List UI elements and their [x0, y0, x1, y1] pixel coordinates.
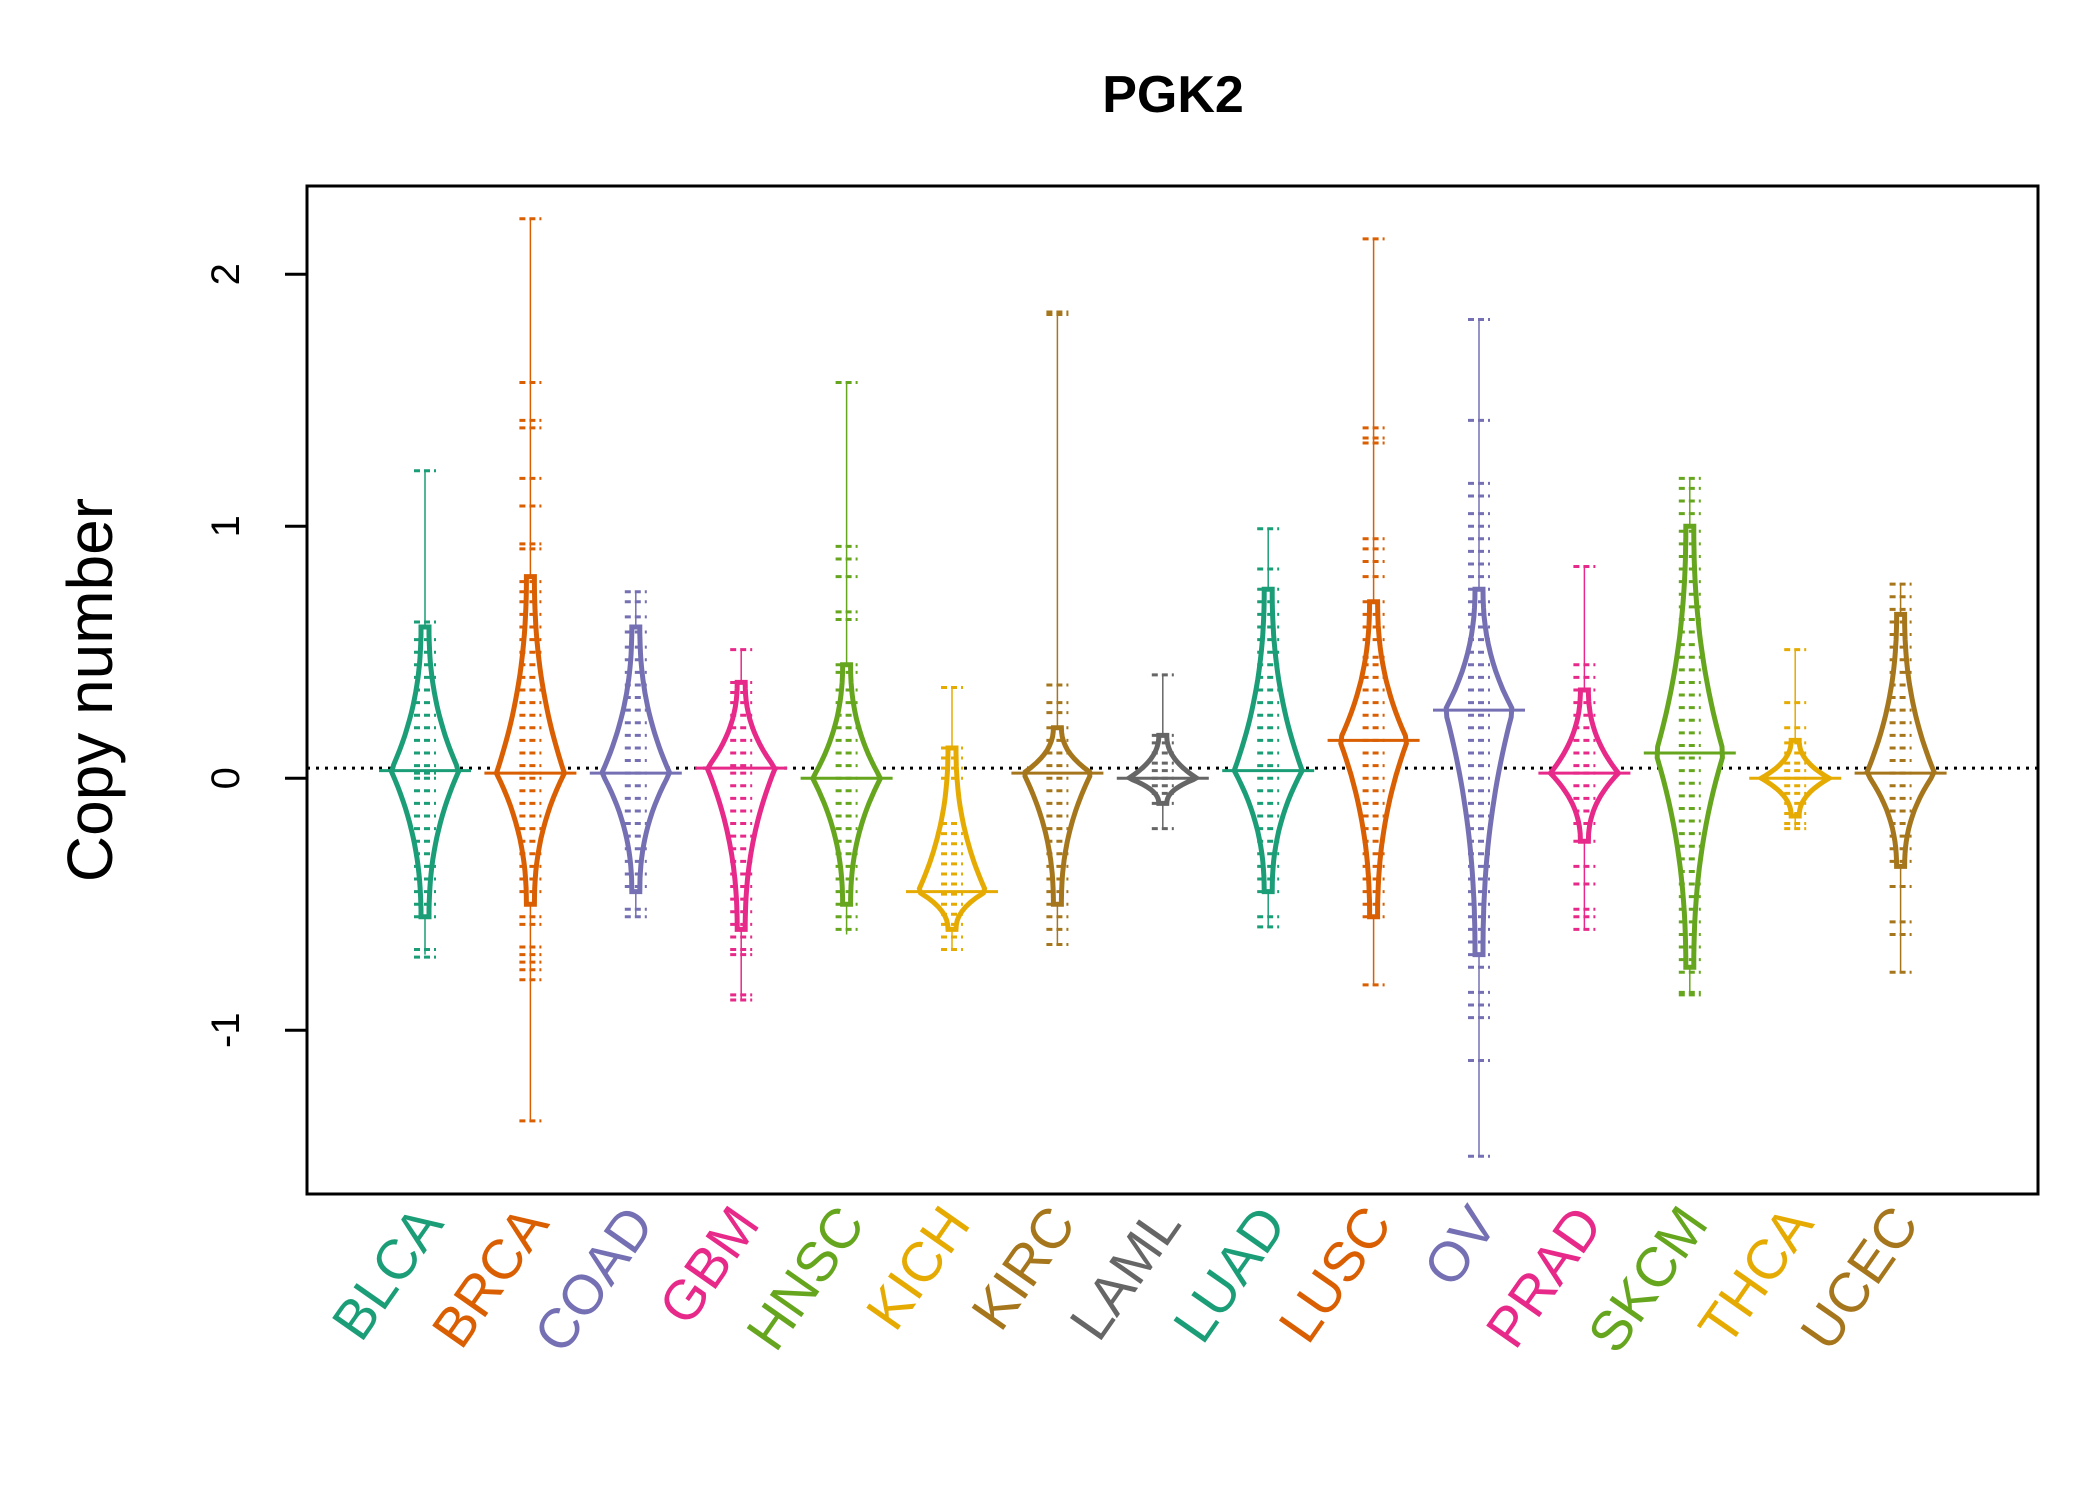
- bean-luad: [1222, 527, 1315, 929]
- bean-prad: [1538, 565, 1631, 931]
- bean-lusc: [1327, 237, 1420, 987]
- y-axis: -1 0 1 2: [204, 263, 307, 1048]
- x-tick-label-lusc: LUSC: [1266, 1195, 1403, 1354]
- bean-gbm: [695, 648, 788, 1002]
- bean-density: [704, 679, 778, 932]
- bean-density: [1443, 586, 1515, 958]
- x-tick-label-kich: KICH: [853, 1195, 981, 1341]
- chart-title: PGK2: [1102, 66, 1244, 124]
- bean-ov: [1433, 318, 1525, 1158]
- plot-frame: [305, 184, 2040, 1196]
- bean-density: [916, 745, 988, 932]
- bean-density: [1864, 611, 1937, 869]
- bean-hnsc: [800, 381, 893, 935]
- beans-layer: [379, 217, 1947, 1158]
- x-tick-label-hnsc: HNSC: [734, 1195, 877, 1361]
- y-tick-label: -1: [204, 1012, 248, 1048]
- x-tick-label-ov: OV: [1411, 1194, 1509, 1297]
- bean-kich: [906, 685, 998, 952]
- y-tick-label: 2: [204, 263, 248, 285]
- bean-density: [1338, 599, 1409, 920]
- y-tick-label: 1: [204, 515, 248, 537]
- x-tick-label-ucec: UCEC: [1788, 1195, 1931, 1361]
- y-tick-label: 0: [204, 767, 248, 789]
- x-tick-label-luad: LUAD: [1161, 1195, 1298, 1354]
- bean-laml: [1116, 673, 1209, 831]
- bean-kirc: [1011, 310, 1104, 947]
- bean-skcm: [1643, 476, 1736, 997]
- bean-ucec: [1854, 582, 1947, 974]
- bean-coad: [589, 590, 682, 919]
- bean-density: [810, 662, 884, 907]
- bean-blca: [379, 469, 471, 959]
- x-tick-label-laml: LAML: [1057, 1195, 1193, 1351]
- y-axis-label: Copy number: [54, 498, 126, 882]
- bean-brca: [484, 217, 577, 1123]
- bean-thca: [1749, 648, 1842, 831]
